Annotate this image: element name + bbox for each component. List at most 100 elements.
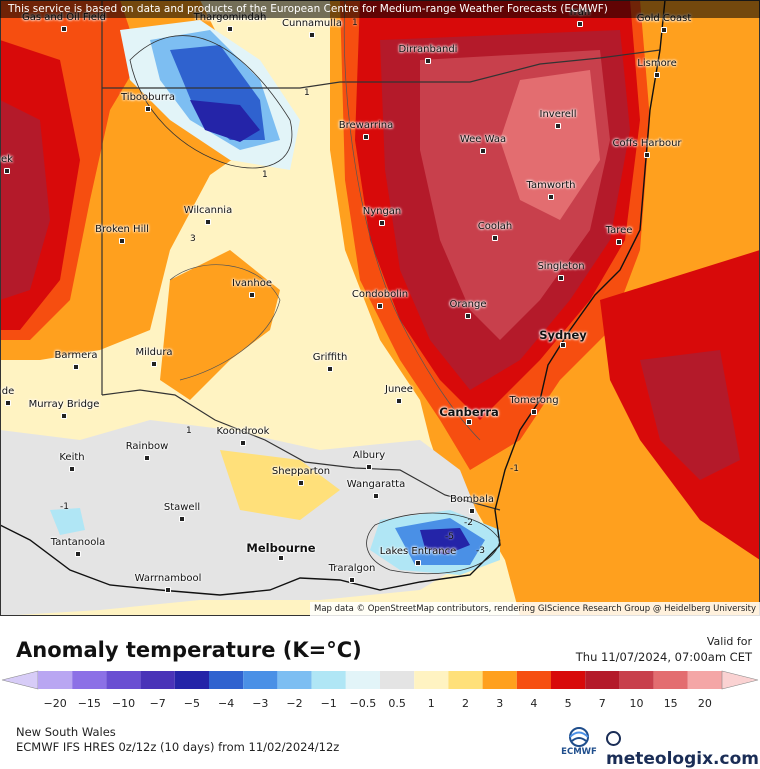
scale-swatch — [585, 671, 620, 689]
city-marker — [61, 413, 67, 419]
scale-swatch — [140, 671, 175, 689]
city-label: Tomerong — [509, 395, 559, 406]
scale-tick-label: −0.5 — [349, 697, 377, 710]
contour-label: 1 — [352, 18, 358, 28]
city-marker — [73, 364, 79, 370]
city-label: Ivanhoe — [232, 278, 272, 289]
city-marker — [469, 508, 475, 514]
city-marker — [145, 106, 151, 112]
contour-central — [169, 264, 281, 381]
city-marker — [119, 238, 125, 244]
scale-swatch — [619, 671, 654, 689]
city-marker — [548, 194, 554, 200]
city-marker — [227, 26, 233, 32]
meteologix-logo[interactable]: meteologix.com — [606, 729, 760, 769]
city-marker — [373, 493, 379, 499]
city-marker — [492, 235, 498, 241]
field-sw-cold — [50, 508, 85, 535]
scale-tick-label: −20 — [43, 697, 67, 710]
city-label: Singleton — [537, 261, 585, 272]
city-marker — [466, 419, 472, 425]
scale-tick-label: 20 — [697, 697, 712, 710]
scale-tick-label: 5 — [564, 697, 572, 710]
scale-end-high — [721, 670, 759, 690]
city-marker — [5, 400, 11, 406]
city-label: Lismore — [637, 58, 677, 69]
city-marker — [415, 560, 421, 566]
scale-tick-label: −4 — [217, 697, 235, 710]
city-marker — [577, 21, 583, 27]
scale-swatch — [72, 671, 107, 689]
city-marker — [75, 551, 81, 557]
ecmwf-disclaimer: This service is based on data and produc… — [0, 0, 760, 18]
scale-tick-label: 3 — [496, 697, 504, 710]
city-label: Lakes Entrance — [379, 546, 457, 557]
city-marker — [69, 466, 75, 472]
scale-tick-label: 15 — [663, 697, 678, 710]
city-marker — [349, 577, 355, 583]
contour-label: 1 — [186, 426, 192, 436]
map-attribution[interactable]: Map data © OpenStreetMap contributors, r… — [310, 602, 760, 616]
city-marker — [309, 32, 315, 38]
city-label: Dirranbandi — [398, 44, 458, 55]
scale-swatch — [345, 671, 380, 689]
city-label: Stawell — [163, 502, 201, 513]
city-label: Broken Hill — [95, 224, 149, 235]
city-label: Coffs Harbour — [612, 138, 682, 149]
city-marker — [240, 440, 246, 446]
city-label: Murray Bridge — [28, 399, 100, 410]
scale-tick-label: 10 — [629, 697, 644, 710]
city-label: Tantanoola — [50, 537, 106, 548]
city-marker — [298, 480, 304, 486]
city-label: Gold Coast — [636, 13, 692, 24]
ecmwf-logo[interactable]: ECMWF — [556, 726, 602, 758]
city-marker — [661, 27, 667, 33]
city-label: Inverell — [539, 109, 577, 120]
scale-swatch — [174, 671, 209, 689]
scale-tick-label: 1 — [427, 697, 435, 710]
model-run-info: ECMWF IFS HRES 0z/12z (10 days) from 11/… — [16, 740, 340, 754]
city-label: Canberra — [439, 405, 499, 419]
city-marker — [61, 26, 67, 32]
city-marker — [366, 464, 372, 470]
city-marker — [278, 555, 284, 561]
legend-title: Anomaly temperature (K=°C) — [16, 638, 362, 662]
contour-north — [129, 35, 293, 169]
border-nsw-vic — [101, 389, 501, 511]
anomaly-field — [0, 0, 760, 616]
city-label: Nyngan — [362, 206, 402, 217]
city-label: Wilcannia — [183, 205, 233, 216]
scale-swatch — [551, 671, 586, 689]
field-victoria-yellow — [220, 450, 340, 520]
city-marker — [560, 342, 566, 348]
city-marker — [144, 455, 150, 461]
city-marker — [165, 587, 171, 593]
city-marker — [379, 220, 385, 226]
city-label: Barmera — [54, 350, 98, 361]
scale-tick-label: 0.5 — [388, 697, 406, 710]
contour-east — [343, 0, 481, 441]
city-marker — [558, 275, 564, 281]
scale-tick-label: −15 — [77, 697, 101, 710]
field-central-orange — [160, 250, 280, 400]
valid-time: Thu 11/07/2024, 07:00am CET — [575, 650, 752, 664]
color-scale-bar — [1, 670, 759, 690]
temperature-anomaly-map[interactable]: Gold Coast Lismore Dirranbandi CunnamullaTh… — [0, 0, 760, 616]
city-label: Warrnambool — [134, 573, 202, 584]
scale-tick-label: 7 — [598, 697, 606, 710]
city-label: Mildura — [135, 347, 173, 358]
border-qld-nsw — [102, 49, 661, 89]
scale-tick-label: −3 — [252, 697, 269, 710]
scale-swatch — [243, 671, 278, 689]
city-label: Sydney — [539, 328, 587, 342]
city-marker — [644, 152, 650, 158]
scale-end-low — [1, 670, 39, 690]
city-marker — [396, 398, 402, 404]
city-marker — [4, 168, 10, 174]
city-label: de — [1, 386, 15, 397]
city-label: Keith — [59, 452, 85, 463]
city-marker — [327, 366, 333, 372]
contour-label: 1 — [304, 88, 310, 98]
city-marker — [205, 219, 211, 225]
scale-swatch — [653, 671, 688, 689]
